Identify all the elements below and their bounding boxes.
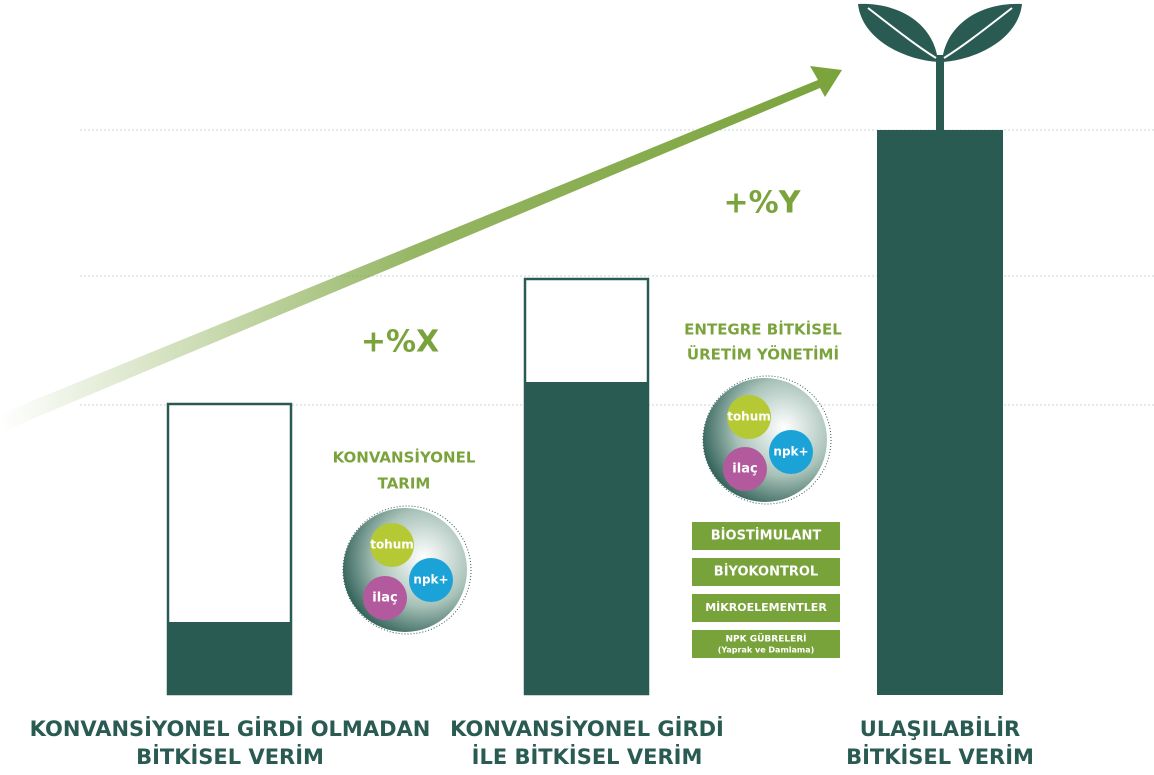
growth-arrow <box>0 66 842 430</box>
gain-y: +%Y <box>724 186 802 221</box>
input-label: tohum <box>727 410 771 424</box>
product-list: BİOSTİMULANT BİYOKONTROL MİKROELEMENTLER… <box>692 522 840 658</box>
gain-x: +%X <box>361 325 439 360</box>
yield-label: KONVANSİYONEL GİRDİ OLMADAN <box>30 716 431 741</box>
yield-label: İLE BİTKİSEL VERİM <box>472 744 703 769</box>
bar-1 <box>167 404 292 695</box>
product-label: BİOSTİMULANT <box>711 528 822 544</box>
bar-3 <box>858 4 1022 695</box>
yield-label: BİTKİSEL VERİM <box>846 744 1034 769</box>
product-label: (Yaprak ve Damlama) <box>718 646 815 655</box>
yield-label: ULAŞILABİLİR <box>860 716 1020 741</box>
yield-label: BİTKİSEL VERİM <box>136 744 324 769</box>
infographic: +%X +%Y KONVANSİYONEL TARIM tohum npk+ i… <box>0 0 1154 775</box>
product-label: MİKROELEMENTLER <box>705 600 827 614</box>
input-label: npk+ <box>773 445 808 459</box>
practice-title: KONVANSİYONEL <box>333 448 476 467</box>
input-label: npk+ <box>413 573 448 587</box>
practice-title: TARIM <box>378 475 431 493</box>
product-label: NPK GÜBRELERİ <box>725 634 806 645</box>
practice-title: ÜRETİM YÖNETİMİ <box>687 345 839 364</box>
product-label: BİYOKONTROL <box>714 564 818 580</box>
yield-label: KONVANSİYONEL GİRDİ <box>450 716 724 741</box>
bar-2 <box>524 279 649 695</box>
input-label: ilaç <box>732 462 757 477</box>
input-label: tohum <box>370 538 414 552</box>
practice-title: ENTEGRE BİTKİSEL <box>684 320 842 339</box>
input-label: ilaç <box>372 591 397 606</box>
